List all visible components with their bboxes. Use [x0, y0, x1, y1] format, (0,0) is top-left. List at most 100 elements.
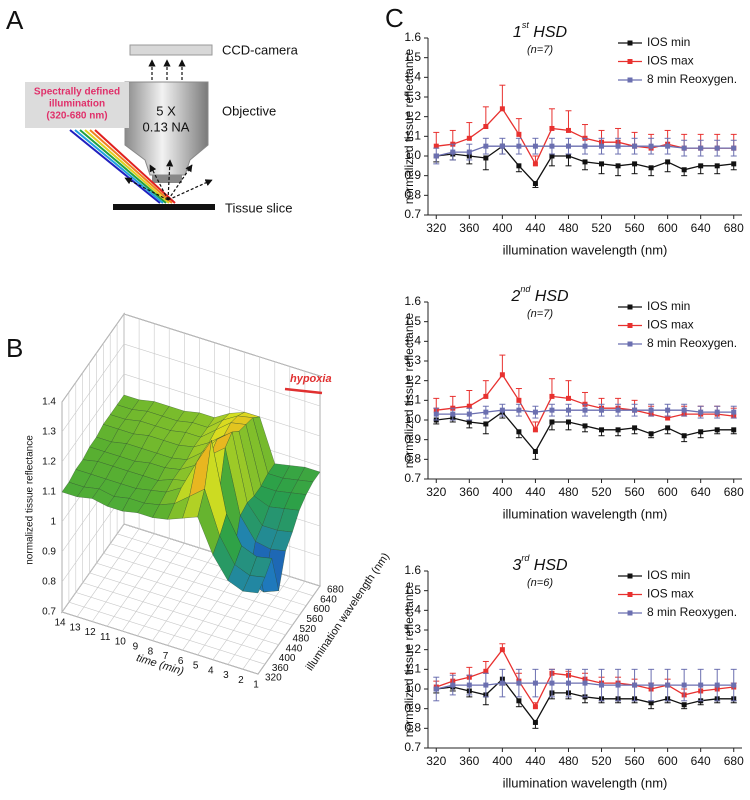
y-tick-label: 0.7: [404, 740, 421, 754]
marker: [599, 427, 605, 433]
x-tick-label: 13: [70, 622, 82, 633]
x-tick-label: 8: [148, 646, 154, 657]
z-tick-label: 1.1: [42, 487, 56, 498]
illumination-label: Spectrally defined: [34, 87, 120, 98]
y-tick-label: 1.0: [404, 412, 421, 426]
marker: [698, 145, 704, 151]
marker: [466, 682, 472, 688]
marker: [499, 647, 505, 653]
marker: [483, 393, 489, 399]
y-tick-label: 440: [286, 643, 303, 654]
legend-label: 8 min Reoxygen.: [647, 336, 737, 350]
x-tick-label: 440: [525, 221, 545, 235]
y-tick-label: 1.5: [404, 50, 421, 64]
chart-title: 2nd HSD: [510, 284, 569, 305]
y-tick-label: 0.9: [404, 701, 421, 715]
x-tick-label: 11: [100, 632, 111, 643]
y-tick-label: 0.9: [404, 168, 421, 182]
x-tick-label: 680: [724, 754, 744, 768]
grid-line: [61, 402, 259, 675]
y-tick-label: 1.6: [404, 563, 421, 577]
z-tick-label: 1.4: [42, 397, 56, 408]
objective-tip: [152, 175, 182, 183]
marker: [549, 125, 555, 131]
y-tick-label: 1.3: [404, 622, 421, 636]
sample-label: Tissue slice: [225, 200, 292, 215]
x-axis-label: illumination wavelength (nm): [503, 506, 668, 521]
x-tick-label: 440: [525, 485, 545, 499]
marker: [731, 427, 737, 433]
panel-label: C: [385, 3, 404, 33]
x-tick-label: 5: [193, 661, 199, 672]
y-tick-label: 1.1: [404, 662, 421, 676]
marker: [648, 165, 654, 171]
x-tick-label: 560: [625, 754, 645, 768]
x-tick-label: 360: [459, 221, 479, 235]
legend-marker: [627, 77, 633, 83]
x-tick-label: 560: [625, 485, 645, 499]
chart-subtitle: (n=6): [527, 577, 553, 589]
x-tick-label: 360: [459, 485, 479, 499]
z-tick-label: 1.3: [42, 427, 56, 438]
marker: [599, 143, 605, 149]
y-tick-label: 600: [313, 604, 330, 615]
marker: [632, 161, 638, 167]
marker: [532, 448, 538, 454]
marker: [450, 411, 456, 417]
x-axis-label: illumination wavelength (nm): [503, 242, 668, 257]
title-part: rd: [521, 553, 530, 563]
series: [433, 409, 737, 460]
marker: [665, 415, 671, 421]
y-tick-label: 400: [279, 653, 296, 664]
y-tick-label: 560: [306, 614, 323, 625]
marker: [731, 409, 737, 415]
series: [433, 668, 737, 702]
marker: [714, 682, 720, 688]
y-tick-label: 1.2: [404, 109, 421, 123]
y-tick-label: 320: [265, 673, 282, 684]
title-part: HSD: [530, 288, 569, 305]
marker: [466, 135, 472, 141]
marker: [532, 181, 538, 187]
x-tick-label: 600: [658, 485, 678, 499]
marker: [565, 143, 571, 149]
panel-label: B: [6, 333, 23, 363]
grid-line: [75, 382, 272, 655]
marker: [681, 145, 687, 151]
y-tick-label: 0.7: [404, 471, 421, 485]
x-tick-label: 640: [691, 221, 711, 235]
y-tick-label: 640: [320, 594, 337, 605]
marker: [599, 161, 605, 167]
tissue-slice: [113, 204, 215, 210]
marker: [483, 143, 489, 149]
marker: [516, 397, 522, 403]
y-tick-label: 1.4: [404, 603, 421, 617]
legend-label: 8 min Reoxygen.: [647, 72, 737, 86]
z-tick-label: 0.9: [42, 547, 56, 558]
panel-label: A: [6, 5, 24, 35]
x-tick-label: 520: [592, 221, 612, 235]
x-tick-label: 480: [558, 221, 578, 235]
marker: [632, 425, 638, 431]
marker: [549, 407, 555, 413]
illumination-box: [25, 82, 129, 128]
illumination-label: illumination: [49, 99, 105, 110]
x-tick-label: 600: [658, 221, 678, 235]
grid-line: [96, 353, 293, 626]
marker: [665, 425, 671, 431]
x-tick-label: 14: [54, 618, 66, 629]
y-tick-label: 1.0: [404, 681, 421, 695]
x-tick-label: 9: [133, 641, 139, 652]
x-tick-label: 680: [724, 485, 744, 499]
marker: [731, 161, 737, 167]
marker: [483, 682, 489, 688]
y-tick-label: 1.0: [404, 148, 421, 162]
title-part: HSD: [529, 557, 568, 574]
marker: [466, 403, 472, 409]
illumination-label: (320-680 nm): [46, 111, 107, 122]
reflection-arrows: [124, 159, 213, 201]
marker: [731, 145, 737, 151]
objective-label: Objective: [222, 103, 276, 118]
marker: [698, 429, 704, 435]
series: [433, 403, 737, 421]
